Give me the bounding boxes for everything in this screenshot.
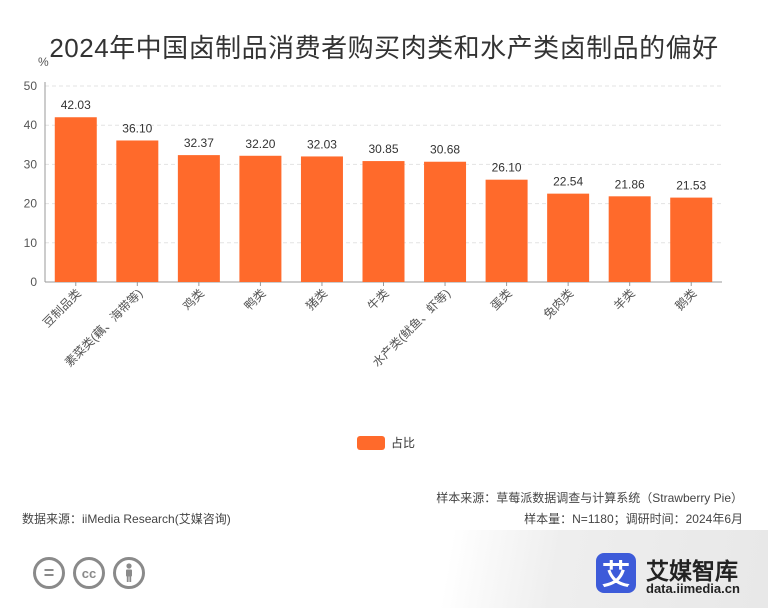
brand-logo: 艾: [596, 553, 636, 593]
bar: [116, 140, 159, 282]
data-label: 30.85: [368, 142, 398, 156]
bar: [177, 155, 220, 282]
x-tick-label: 猪类: [303, 286, 330, 313]
chart-title: 2024年中国卤制品消费者购买肉类和水产类卤制品的偏好: [49, 33, 719, 63]
y-tick-label: 30: [24, 157, 38, 171]
bar: [300, 156, 343, 282]
data-label: 22.54: [553, 175, 583, 189]
y-tick-label: 50: [24, 79, 38, 93]
x-tick-label: 豆制品类: [40, 286, 84, 330]
sample-info: 样本量：N=1180；调研时间：2024年6月: [524, 512, 743, 526]
data-label: 21.53: [676, 179, 706, 193]
data-label: 26.10: [492, 161, 522, 175]
data-label: 36.10: [122, 121, 152, 135]
bar-chart: %0102030405042.03豆制品类36.10素菜类(藕、海带等)32.3…: [24, 55, 722, 370]
brand-name: 艾媒智库: [646, 558, 738, 584]
x-tick-label: 鸭类: [242, 286, 269, 313]
person-icon: [113, 557, 145, 589]
y-tick-label: 10: [24, 236, 38, 250]
bar: [362, 161, 405, 282]
data-label: 30.68: [430, 143, 460, 157]
cc-icon: cc: [73, 557, 105, 589]
x-tick-label: 羊类: [610, 286, 638, 314]
y-tick-label: 40: [24, 118, 38, 132]
y-axis-unit: %: [38, 55, 49, 69]
data-label: 42.03: [61, 98, 91, 112]
x-tick-label: 牛类: [364, 286, 392, 314]
bar: [54, 117, 97, 282]
legend-label: 占比: [391, 436, 416, 450]
legend: 占比: [357, 434, 415, 451]
bar: [239, 155, 282, 282]
x-tick-label: 鹅类: [672, 286, 699, 313]
x-tick-label: 蛋类: [488, 286, 515, 313]
bar: [547, 193, 590, 282]
bar: [424, 161, 467, 282]
equals-icon: =: [33, 557, 65, 589]
data-label: 32.20: [245, 137, 275, 151]
y-tick-label: 20: [24, 197, 38, 211]
data-label: 32.03: [307, 137, 337, 151]
sample-source: 样本来源：草莓派数据调查与计算系统（Strawberry Pie）: [436, 491, 743, 505]
x-tick-label: 鸡类: [179, 286, 207, 314]
bar: [485, 179, 528, 282]
cc-glyph: cc: [81, 565, 97, 581]
legend-swatch: [357, 435, 385, 450]
data-label: 32.37: [184, 136, 214, 150]
x-tick-label: 兔肉类: [540, 286, 576, 322]
bar: [608, 196, 651, 282]
brand-url: data.iimedia.cn: [646, 581, 740, 596]
y-tick-label: 0: [30, 275, 37, 289]
data-label: 21.86: [615, 177, 645, 191]
bar: [670, 197, 713, 282]
person-glyph: [126, 563, 132, 582]
data-source: 数据来源：iiMedia Research(艾媒咨询): [22, 512, 231, 526]
equals-glyph: =: [43, 562, 55, 583]
